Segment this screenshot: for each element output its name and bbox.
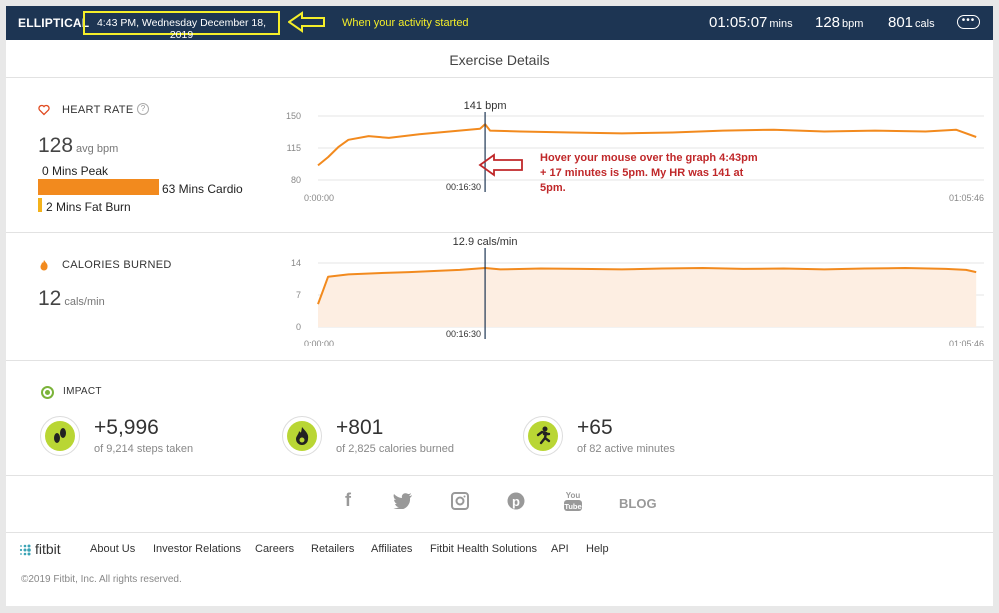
page-title: Exercise Details bbox=[6, 40, 993, 78]
x-end-label: 01:05:46 bbox=[949, 339, 984, 346]
twitter-icon[interactable] bbox=[393, 493, 413, 509]
series-line bbox=[317, 267, 977, 305]
hover-value: 141 bpm bbox=[464, 100, 507, 112]
fitbit-logo-text: fitbit bbox=[35, 541, 61, 557]
calories-per-min: 12 cals/min bbox=[38, 287, 105, 311]
calories-impact-value: +801 bbox=[336, 416, 384, 439]
svg-text:Tube: Tube bbox=[564, 502, 581, 511]
x-start-label: 0:00:00 bbox=[304, 339, 334, 346]
arrow-left-icon bbox=[288, 11, 325, 33]
hover-value: 12.9 cals/min bbox=[453, 236, 518, 248]
impact-icon bbox=[41, 386, 54, 399]
facebook-icon[interactable]: f bbox=[345, 490, 351, 510]
duration-unit: mins bbox=[769, 18, 793, 30]
bpm-value: 128 bbox=[815, 14, 841, 31]
y-tick-label: 80 bbox=[291, 175, 301, 185]
bpm-stat: 128 bpm bbox=[815, 14, 863, 31]
y-tick-label: 7 bbox=[296, 290, 301, 300]
zone-fatburn-label: 2 Mins Fat Burn bbox=[46, 200, 131, 214]
bpm-unit: bpm bbox=[842, 18, 864, 30]
heart-rate-chart[interactable]: 150 115 80 141 bpm 00:16:30 0:00:00 01:05:46 bbox=[276, 94, 986, 214]
footer-link-health-solutions[interactable]: Fitbit Health Solutions bbox=[430, 543, 537, 555]
calories-unit: cals bbox=[915, 18, 935, 30]
zone-cardio-bar bbox=[38, 179, 159, 195]
impact-badge bbox=[282, 416, 322, 456]
y-tick-label: 0 bbox=[296, 322, 301, 332]
fitbit-logo-icon bbox=[18, 543, 32, 557]
zone-fatburn-bar bbox=[38, 198, 42, 212]
section-divider bbox=[6, 475, 993, 476]
section-divider bbox=[6, 232, 993, 233]
section-divider bbox=[6, 360, 993, 361]
activity-header-bar: ELLIPTICAL 4:43 PM, Wednesday December 1… bbox=[6, 6, 993, 41]
footer-link-investor-relations[interactable]: Investor Relations bbox=[153, 543, 242, 555]
start-time-note: When your activity started bbox=[342, 17, 469, 29]
y-tick-label: 14 bbox=[291, 258, 301, 268]
avg-heart-rate-value: 128 bbox=[38, 134, 74, 157]
calories-value: 801 bbox=[888, 14, 914, 31]
calories-per-min-value: 12 bbox=[38, 287, 62, 310]
x-start-label: 0:00:00 bbox=[304, 193, 334, 203]
footer-link-about[interactable]: About Us bbox=[90, 543, 136, 555]
avg-heart-rate: 128 avg bpm bbox=[38, 134, 118, 158]
graph-annotation: Hover your mouse over the graph 4:43pm +… bbox=[540, 152, 758, 194]
footer-link-careers[interactable]: Careers bbox=[255, 543, 295, 555]
footer-link-help[interactable]: Help bbox=[586, 543, 609, 555]
copyright-text: ©2019 Fitbit, Inc. All rights reserved. bbox=[21, 574, 182, 585]
hover-time: 00:16:30 bbox=[446, 329, 481, 339]
footer-link-retailers[interactable]: Retailers bbox=[311, 543, 355, 555]
section-divider bbox=[6, 532, 993, 533]
pinterest-icon[interactable]: p bbox=[507, 492, 525, 510]
heart-rate-label: HEART RATE bbox=[62, 104, 134, 116]
youtube-icon[interactable]: You Tube bbox=[563, 490, 583, 512]
more-dots-icon[interactable]: ••• bbox=[957, 15, 980, 29]
calories-stat: 801 cals bbox=[888, 14, 935, 31]
flame-icon bbox=[40, 260, 48, 271]
series-area bbox=[318, 268, 977, 327]
footer-link-affiliates[interactable]: Affiliates bbox=[371, 543, 413, 555]
calories-chart[interactable]: 14 7 0 12.9 cals/min 00:16:30 0:00:00 01:05:46 bbox=[276, 236, 986, 346]
flame-icon bbox=[287, 421, 317, 451]
activity-type: ELLIPTICAL bbox=[18, 16, 90, 30]
x-end-label: 01:05:46 bbox=[949, 193, 984, 203]
svg-text:You: You bbox=[566, 491, 581, 500]
help-icon[interactable]: ? bbox=[137, 103, 149, 115]
zone-cardio-label: 63 Mins Cardio bbox=[162, 182, 243, 196]
calories-burned-label: CALORIES BURNED bbox=[62, 259, 172, 271]
blog-link[interactable]: BLOG bbox=[619, 496, 657, 511]
impact-label: IMPACT bbox=[63, 386, 102, 397]
activity-start-time: 4:43 PM, Wednesday December 18, 2019 bbox=[83, 11, 280, 41]
svg-text:p: p bbox=[512, 494, 520, 509]
steps-impact-sub: of 9,214 steps taken bbox=[94, 443, 194, 455]
calories-per-min-unit: cals/min bbox=[64, 296, 105, 308]
zone-peak-label: 0 Mins Peak bbox=[42, 164, 109, 178]
steps-impact-value: +5,996 bbox=[94, 416, 159, 439]
page-frame: ELLIPTICAL 4:43 PM, Wednesday December 1… bbox=[6, 6, 993, 606]
avg-heart-rate-unit: avg bpm bbox=[76, 143, 119, 155]
active-minutes-impact-sub: of 82 active minutes bbox=[577, 443, 675, 455]
impact-badge bbox=[523, 416, 563, 456]
hover-time: 00:16:30 bbox=[446, 182, 481, 192]
heart-icon bbox=[38, 104, 50, 116]
y-tick-label: 115 bbox=[287, 143, 301, 153]
steps-icon bbox=[45, 421, 75, 451]
calories-impact-sub: of 2,825 calories burned bbox=[336, 443, 455, 455]
runner-icon bbox=[528, 421, 558, 451]
instagram-icon[interactable] bbox=[451, 492, 469, 510]
impact-badge bbox=[40, 416, 80, 456]
duration-stat: 01:05:07 mins bbox=[709, 14, 793, 31]
y-tick-label: 150 bbox=[286, 111, 301, 121]
series-line bbox=[317, 123, 977, 167]
duration-value: 01:05:07 bbox=[709, 14, 768, 31]
footer-link-api[interactable]: API bbox=[551, 543, 569, 555]
active-minutes-impact-value: +65 bbox=[577, 416, 613, 439]
arrow-left-icon bbox=[478, 153, 523, 177]
